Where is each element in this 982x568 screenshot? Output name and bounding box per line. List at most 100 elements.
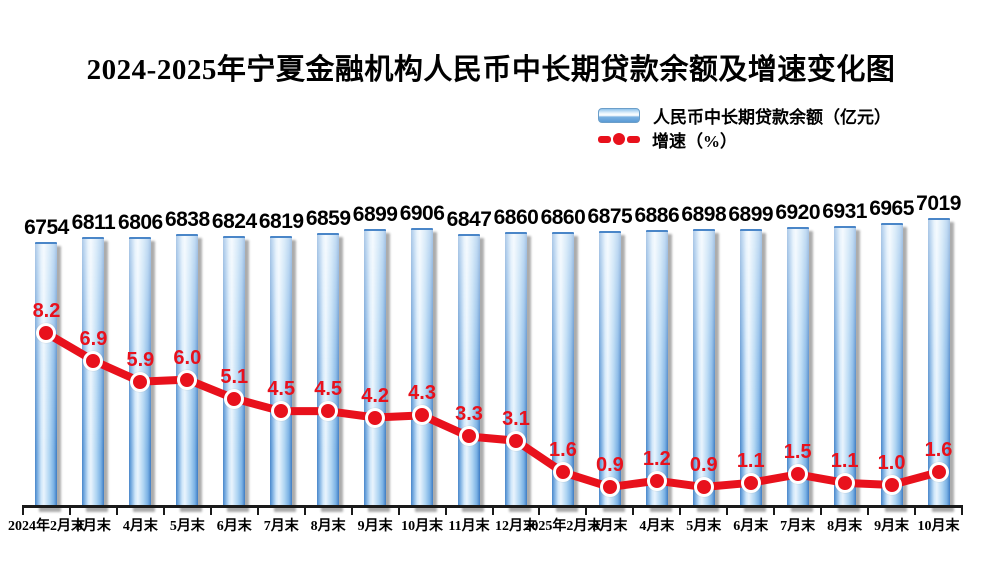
bar: [35, 241, 58, 508]
bar: [82, 236, 105, 508]
x-axis-label: 5月末: [686, 519, 722, 534]
bar-value-label: 6860: [540, 206, 586, 230]
growth-value-label: 0.9: [689, 454, 718, 477]
bar: [411, 228, 434, 508]
bar: [364, 228, 387, 508]
growth-point: [646, 470, 667, 491]
x-axis-tick: [350, 505, 353, 515]
growth-point: [552, 462, 573, 483]
bar-value-label: 6824: [211, 209, 257, 233]
bar-value-label: 6875: [587, 205, 633, 229]
x-axis-label: 8月末: [827, 519, 863, 534]
growth-value-label: 4.3: [408, 382, 436, 405]
growth-point: [83, 350, 104, 371]
growth-value-label: 8.2: [32, 300, 61, 323]
growth-point: [318, 401, 339, 422]
growth-point: [881, 474, 902, 495]
x-axis-tick: [538, 505, 541, 515]
growth-value-label: 1.6: [924, 439, 953, 462]
chart-title: 2024-2025年宁夏金融机构人民币中长期贷款余额及增速变化图: [86, 54, 896, 86]
x-axis-label: 9月末: [357, 519, 393, 534]
bar-value-label: 6899: [352, 202, 398, 226]
growth-point: [693, 477, 714, 498]
growth-value-label: 4.2: [361, 384, 390, 407]
x-axis-tick: [773, 505, 776, 515]
x-axis-tick: [914, 505, 917, 515]
growth-value-label: 4.5: [314, 378, 343, 401]
legend: 人民币中长期贷款余额（亿元） 增速（%）: [598, 103, 891, 151]
bar-value-label: 6806: [118, 211, 163, 235]
growth-point: [834, 472, 855, 493]
x-axis-tick: [679, 505, 682, 515]
growth-point: [599, 477, 620, 498]
x-axis-label: 7月末: [780, 519, 816, 534]
bar-value-label: 6965: [869, 197, 914, 221]
growth-point: [459, 426, 480, 447]
x-axis-tick: [256, 505, 259, 515]
bar-value-label: 6859: [305, 206, 351, 230]
x-axis-tick: [162, 505, 165, 515]
bar-value-label: 6819: [258, 210, 304, 234]
x-axis-label: 5月末: [169, 519, 205, 534]
x-axis-tick: [820, 505, 823, 515]
bar: [270, 236, 293, 508]
x-axis-tick: [491, 505, 494, 515]
bar-value-label: 6847: [446, 207, 492, 231]
bar-value-label: 6898: [681, 203, 727, 227]
legend-growth-label: 增速（%）: [652, 131, 737, 151]
x-axis-tick: [726, 505, 729, 515]
bar-value-label: 6860: [493, 206, 539, 230]
line-dash-icon: [598, 135, 611, 143]
bar-value-label: 7019: [916, 192, 961, 216]
x-axis-tick: [209, 505, 212, 515]
growth-point: [130, 371, 151, 392]
x-axis-label: 6月末: [733, 519, 769, 534]
growth-point: [177, 369, 198, 390]
x-axis-label: 6月末: [216, 519, 252, 534]
growth-value-label: 5.9: [126, 348, 155, 371]
growth-value-label: 6.9: [79, 327, 108, 350]
x-axis-tick: [867, 505, 870, 515]
growth-value-label: 4.5: [267, 378, 296, 401]
growth-value-label: 6.0: [173, 346, 202, 369]
x-axis-tick: [303, 505, 306, 515]
x-axis-label: 10月末: [401, 519, 444, 534]
x-axis-label: 7月末: [263, 519, 299, 534]
x-axis-label: 8月末: [310, 519, 346, 534]
bar-value-label: 6886: [634, 204, 680, 228]
x-axis-tick: [961, 505, 963, 515]
x-axis-label: 2024年2月末: [7, 519, 85, 534]
x-axis-label: 3月末: [592, 519, 628, 534]
bar-series-swatch-icon: [598, 107, 640, 123]
growth-value-label: 1.1: [830, 449, 859, 472]
bar-value-label: 6920: [775, 201, 821, 225]
x-axis-label: 2025年2月末: [524, 519, 602, 534]
bar-value-label: 6899: [728, 202, 774, 226]
growth-point: [36, 323, 57, 344]
x-axis-tick: [444, 505, 447, 515]
bar: [458, 233, 481, 508]
bar: [317, 232, 340, 508]
line-dash-icon: [627, 135, 640, 143]
growth-point: [740, 472, 761, 493]
legend-balance-label: 人民币中长期贷款余额（亿元）: [653, 107, 891, 127]
x-axis-tick: [22, 505, 24, 515]
x-axis-tick: [68, 505, 71, 515]
growth-value-label: 0.9: [595, 454, 624, 477]
x-axis-label: 9月末: [874, 519, 910, 534]
growth-point: [365, 407, 386, 428]
x-axis-tick: [585, 505, 588, 515]
growth-value-label: 1.0: [877, 451, 906, 474]
x-axis-tick: [115, 505, 118, 515]
x-axis-tick: [632, 505, 635, 515]
x-axis-label: 12月末: [494, 519, 537, 534]
legend-item-growth: 增速（%）: [598, 127, 891, 151]
bar: [504, 232, 527, 508]
growth-point: [271, 401, 292, 422]
growth-value-label: 1.1: [736, 449, 765, 472]
growth-point: [224, 388, 245, 409]
bar-value-label: 6931: [822, 200, 867, 224]
x-axis-tick: [397, 505, 400, 515]
line-series-swatch-icon: [598, 133, 640, 145]
x-axis-label: 4月末: [639, 519, 675, 534]
